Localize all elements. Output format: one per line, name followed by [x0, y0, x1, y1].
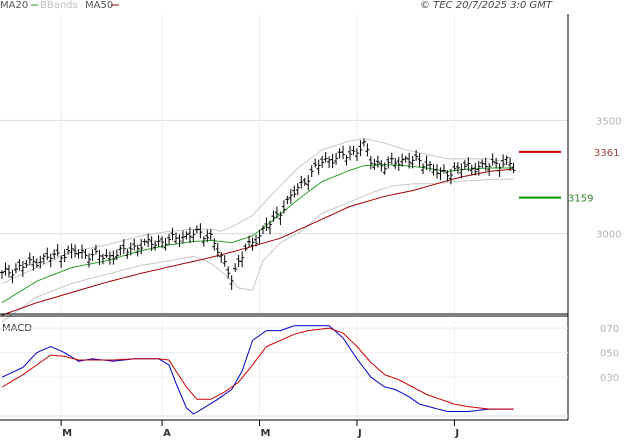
month-label: M [62, 428, 72, 439]
bbands-lower-line [1, 178, 514, 323]
month-label: M [261, 428, 271, 439]
resistance-label: 3361 [594, 148, 619, 159]
macd-lines [1, 325, 514, 415]
macd-tick-label: 030 [600, 373, 619, 384]
support-resistance-levels: 3361 3159 [519, 148, 619, 205]
month-label: A [163, 428, 171, 439]
price-tick-label: 3000 [596, 230, 621, 241]
macd-grid [0, 322, 568, 417]
support-label: 3159 [568, 194, 593, 205]
price-plot-area [0, 14, 568, 314]
signal-line [1, 327, 514, 410]
macd-tick-label: 050 [600, 349, 619, 360]
price-axis-labels: 3000 3500 [596, 116, 621, 240]
legend-ma20: MA20 [0, 0, 28, 11]
price-panel: 3361 3159 3000 3500 [0, 14, 621, 323]
month-label: J [357, 428, 362, 439]
macd-axis-labels: 030 050 070 [600, 324, 619, 384]
macd-tick-label: 070 [600, 324, 619, 335]
ma50-line [1, 168, 514, 316]
month-label: J [454, 428, 459, 439]
macd-line [1, 325, 514, 415]
legend-ma50: MA50 [85, 0, 113, 11]
ma20-line [1, 164, 514, 304]
ohlc-bars [0, 138, 516, 291]
moving-average-lines [1, 164, 514, 316]
price-tick-label: 3500 [596, 116, 621, 127]
legend-bbands: BBands [40, 0, 78, 11]
bbands-upper-line [1, 137, 514, 284]
bbands-lines [1, 137, 514, 323]
credit-text: © TEC 20/7/2025 3:0 GMT [420, 0, 553, 11]
